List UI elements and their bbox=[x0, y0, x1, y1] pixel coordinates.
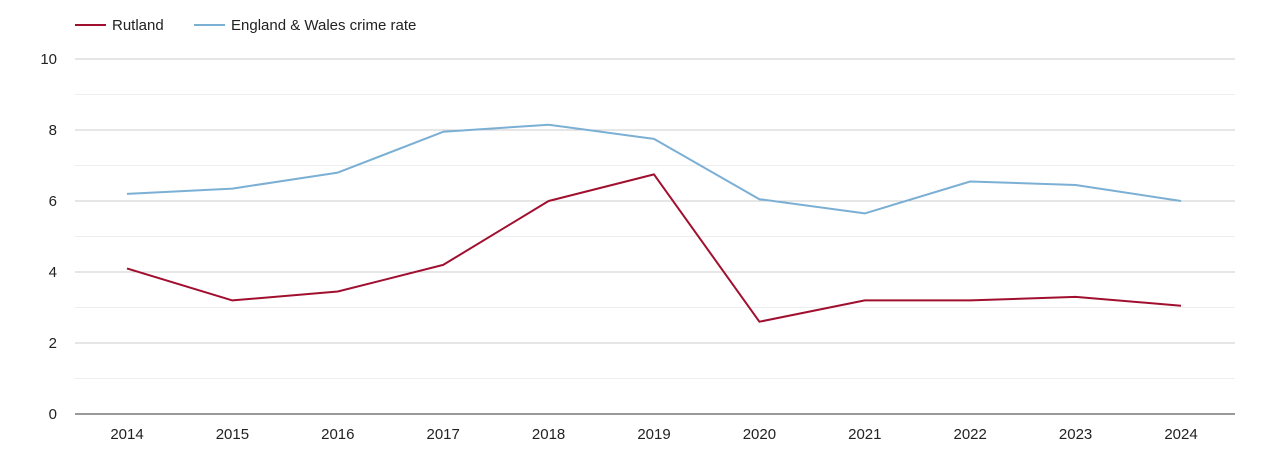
series-lines bbox=[126, 123, 1182, 323]
x-tick-label-2017: 2017 bbox=[427, 426, 460, 443]
x-tick-label-2014: 2014 bbox=[110, 426, 143, 443]
x-tick-label-2015: 2015 bbox=[216, 426, 249, 443]
y-tick-label: 4 bbox=[49, 264, 57, 281]
legend-label-rutland: Rutland bbox=[112, 17, 164, 34]
y-tick-label: 10 bbox=[40, 51, 57, 68]
legend: Rutland England & Wales crime rate bbox=[75, 17, 416, 34]
x-tick-label-2022: 2022 bbox=[954, 426, 987, 443]
x-axis-ticks: 2014 2015 2016 2017 2018 2019 2020 2021 2022 2023… bbox=[110, 426, 1197, 443]
x-tick-label-2020: 2020 bbox=[743, 426, 776, 443]
y-axis-ticks: 0 2 4 6 8 10 bbox=[40, 51, 57, 423]
gridlines bbox=[75, 58, 1235, 379]
x-tick-label-2018: 2018 bbox=[532, 426, 565, 443]
x-tick-label-2016: 2016 bbox=[321, 426, 354, 443]
y-tick-label: 6 bbox=[49, 193, 57, 210]
x-tick-label-2019: 2019 bbox=[637, 426, 670, 443]
y-tick-label: 2 bbox=[49, 335, 57, 352]
legend-label-england-wales: England & Wales crime rate bbox=[231, 17, 416, 34]
series-line-england-wales-crime-rate bbox=[126, 123, 1182, 215]
y-tick-label: 0 bbox=[49, 406, 57, 423]
x-tick-label-2021: 2021 bbox=[848, 426, 881, 443]
series-line-rutland bbox=[126, 173, 1182, 323]
y-tick-label: 8 bbox=[49, 122, 57, 139]
x-tick-label-2023: 2023 bbox=[1059, 426, 1092, 443]
x-tick-label-2024: 2024 bbox=[1164, 426, 1197, 443]
